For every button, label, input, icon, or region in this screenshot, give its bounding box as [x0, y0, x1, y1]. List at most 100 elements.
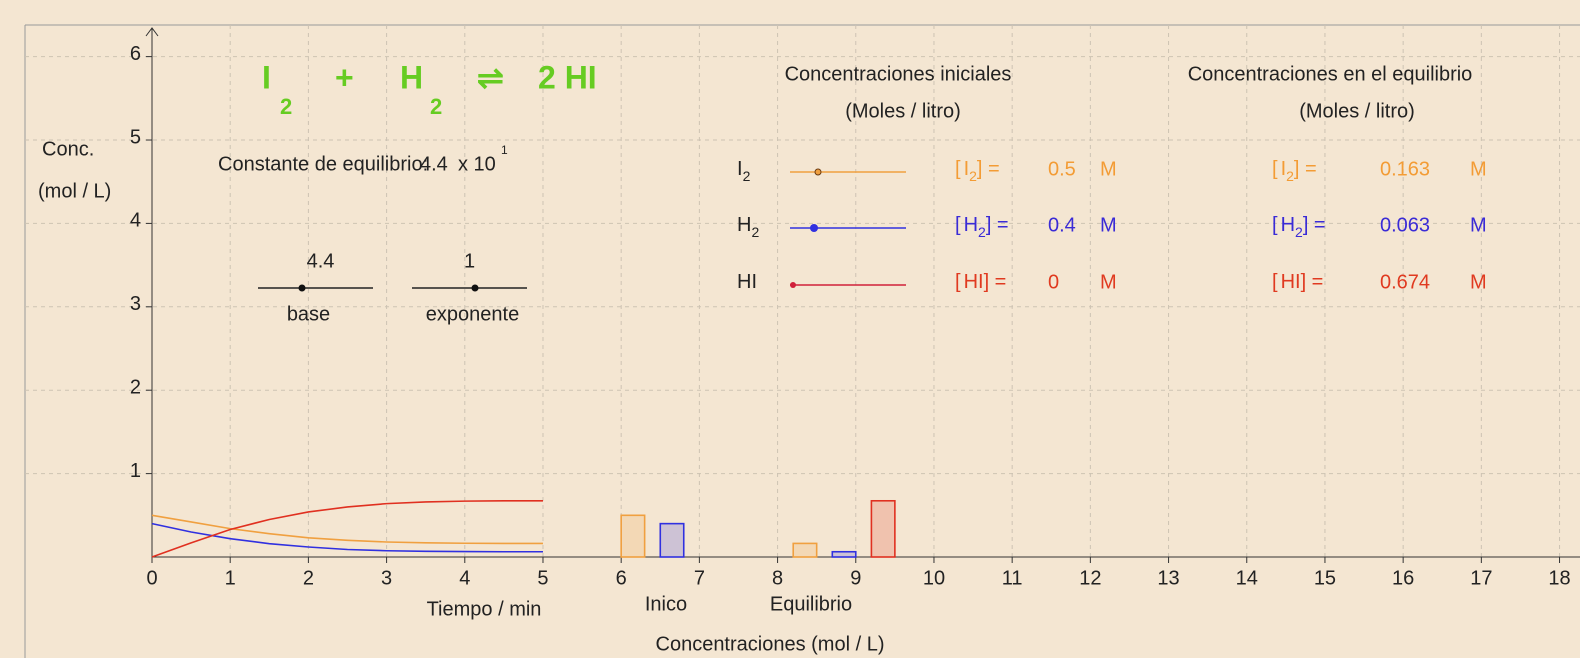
bracket: ] =: [1301, 271, 1324, 293]
bracket: [: [1272, 214, 1278, 236]
bar-label: Inico: [645, 593, 687, 615]
x-tick-label: 3: [381, 567, 392, 589]
equation-part: +: [335, 59, 354, 95]
bracket: [: [955, 214, 961, 236]
y-label: (mol / L): [38, 180, 111, 202]
slider-value: 1: [464, 250, 475, 272]
column-title: Concentraciones en el equilibrio: [1188, 63, 1473, 85]
x-tick-label: 14: [1236, 567, 1258, 589]
x-tick-label: 8: [772, 567, 783, 589]
x-tick-label: 10: [923, 567, 945, 589]
constant-label: Constante de equilibrio:: [218, 153, 428, 175]
bracket: [: [1272, 158, 1278, 180]
curve: [151, 514, 543, 545]
bar: [792, 542, 818, 558]
concentration-label: [I2] =: [955, 158, 1000, 183]
bracket: [: [955, 271, 961, 293]
concentration-unit: M: [1100, 271, 1117, 293]
x-tick-label: 17: [1470, 567, 1492, 589]
bracket: ] =: [977, 158, 1000, 180]
constant-times: x 10: [458, 153, 496, 175]
equation-part: 2: [430, 94, 442, 119]
column-title: Concentraciones iniciales: [785, 63, 1012, 85]
x-tick-label: 1: [225, 567, 236, 589]
species-name: H: [737, 214, 751, 236]
x-tick-label: 16: [1392, 567, 1414, 589]
concentration-label: [I2] =: [1272, 158, 1317, 183]
concentration-label: [H2] =: [1272, 214, 1326, 239]
concentration-label: [HI] =: [1272, 271, 1323, 293]
legend-dot: [810, 224, 818, 232]
bar: [659, 522, 685, 558]
slider-knob[interactable]: [471, 284, 479, 292]
equation-part: H: [400, 59, 423, 95]
species-sub: 2: [969, 168, 977, 184]
bracket: ] =: [1303, 214, 1326, 236]
x-tick-label: 12: [1079, 567, 1101, 589]
species-name: I: [737, 158, 743, 180]
species-label: HI: [737, 271, 757, 293]
species-name: HI: [1281, 271, 1301, 293]
species-sub: 2: [1295, 224, 1303, 240]
constant-exponent: 1: [501, 143, 508, 157]
species-name: I: [964, 158, 970, 180]
bar: [620, 514, 646, 558]
bracket: [: [1272, 271, 1278, 293]
species-sub: 2: [1286, 168, 1294, 184]
x-tick-label: 2: [303, 567, 314, 589]
species-label: H2: [737, 214, 759, 239]
y-tick-label: 3: [130, 293, 141, 315]
bar-axis-label: Concentraciones (mol / L): [656, 633, 885, 655]
concentration-unit: M: [1100, 158, 1117, 180]
y-label: Conc.: [42, 138, 94, 160]
x-tick-label: 4: [459, 567, 470, 589]
species-sub: 2: [751, 224, 759, 240]
y-tick-label: 2: [130, 376, 141, 398]
species-label: I2: [737, 158, 751, 183]
equation-part: ⇌: [477, 59, 504, 95]
species-name: H: [1281, 214, 1295, 236]
species-name: I: [1281, 158, 1287, 180]
column-unit: (Moles / litro): [845, 100, 961, 122]
slider-value: 4.4: [307, 250, 335, 272]
bar: [870, 499, 896, 558]
concentration-unit: M: [1470, 214, 1487, 236]
bar: [831, 550, 857, 558]
curve: [151, 522, 543, 553]
species-sub: 2: [743, 168, 751, 184]
bracket: ] =: [986, 214, 1009, 236]
equation-part: 2: [280, 94, 292, 119]
species-name: HI: [737, 271, 757, 293]
x-tick-label: 11: [1002, 567, 1023, 589]
concentration-value: 0.063: [1380, 214, 1430, 236]
legend-dot: [790, 282, 796, 288]
x-tick-label: 7: [694, 567, 705, 589]
column-unit: (Moles / litro): [1299, 100, 1415, 122]
x-tick-label: 9: [850, 567, 861, 589]
x-tick-label: 5: [537, 567, 548, 589]
equation-part: 2 HI: [538, 59, 597, 95]
concentration-label: [HI] =: [955, 271, 1006, 293]
x-tick-label: 15: [1314, 567, 1336, 589]
species-name: H: [964, 214, 978, 236]
y-tick-label: 5: [130, 126, 141, 148]
x-tick-label: 0: [146, 567, 157, 589]
y-tick-label: 4: [130, 210, 141, 232]
y-axis-arrow: [145, 27, 159, 37]
slider-label: exponente: [426, 303, 519, 325]
slider-knob[interactable]: [298, 284, 306, 292]
x-label: Tiempo / min: [427, 598, 542, 620]
x-tick-label: 13: [1157, 567, 1179, 589]
concentration-unit: M: [1470, 158, 1487, 180]
species-sub: 2: [978, 224, 986, 240]
concentration-unit: M: [1470, 271, 1487, 293]
concentration-label: [H2] =: [955, 214, 1009, 239]
constant-base: 4.4: [420, 153, 448, 175]
bracket: ] =: [1294, 158, 1317, 180]
bracket: ] =: [984, 271, 1007, 293]
legend-dot: [814, 168, 822, 176]
slider-label: base: [287, 303, 330, 325]
concentration-value: 0.674: [1380, 271, 1430, 293]
